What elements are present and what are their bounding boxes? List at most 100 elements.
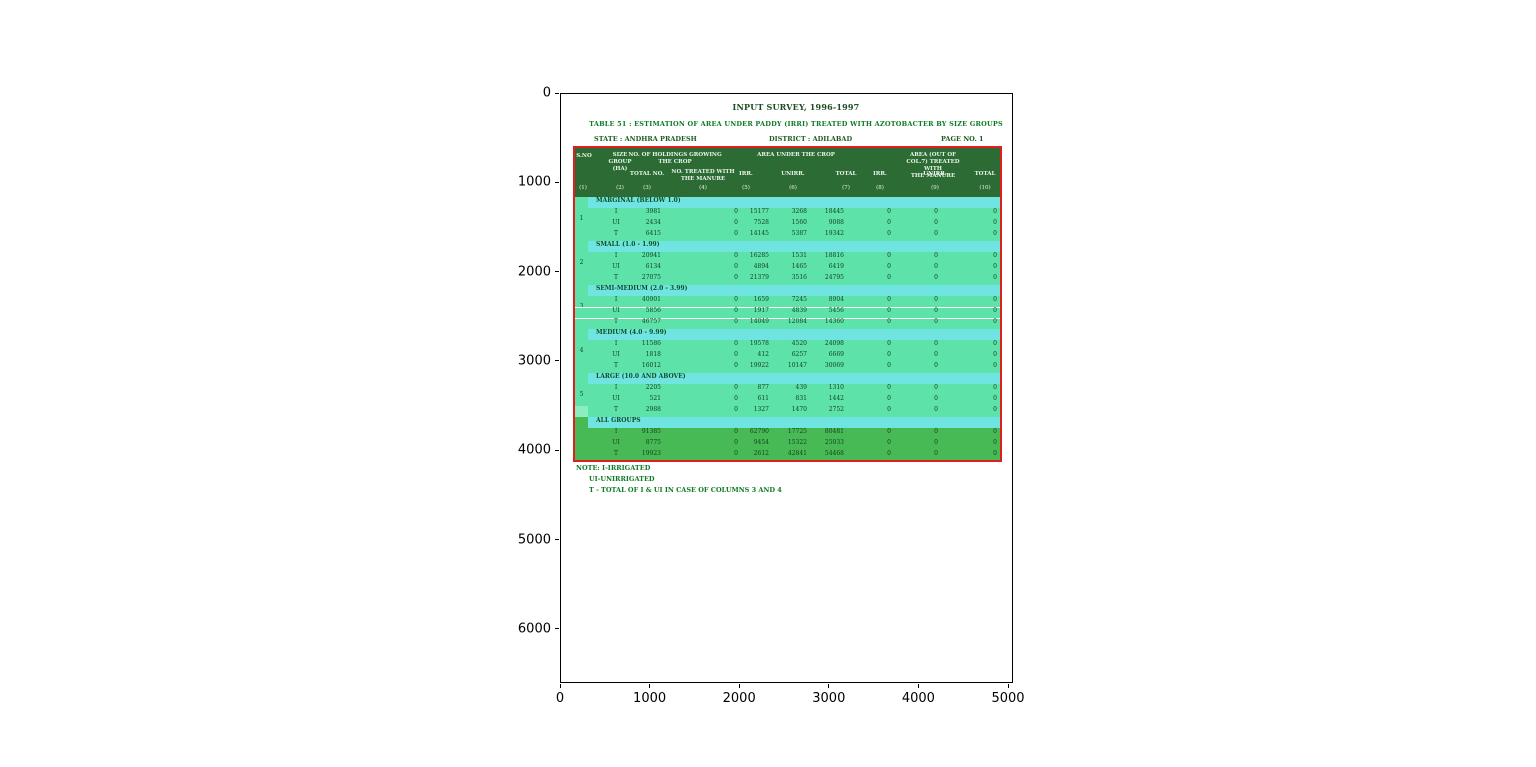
size-group-block: MEDIUM (4.0 - 9.99) 4 I 11586 0 19578 4520 2409… bbox=[575, 329, 1000, 373]
table-cell-value: 1659 bbox=[753, 296, 769, 303]
table-cell-value: 16012 bbox=[641, 362, 661, 369]
table-cell-value: 877 bbox=[757, 384, 769, 391]
x-tick-label: 1000 bbox=[633, 691, 667, 706]
table-cell-value: 5856 bbox=[645, 307, 661, 314]
row-irrigation-label: UI bbox=[612, 263, 620, 270]
table-cell-value: 42841 bbox=[787, 450, 807, 457]
x-tick-label: 3000 bbox=[812, 691, 846, 706]
row-irrigation-label: I bbox=[614, 340, 618, 347]
table-cell-value: 0 bbox=[993, 395, 997, 402]
x-tick-mark bbox=[1007, 684, 1009, 688]
table-row: UI 2434 0 7528 1560 9088 0 0 0 bbox=[575, 219, 1000, 230]
table-header: S.NO SIZE GROUP (HA) NO. OF HOLDINGS GROWI… bbox=[575, 148, 1000, 197]
table-cell-value: 1917 bbox=[753, 307, 769, 314]
table-cell-value: 19923 bbox=[641, 450, 661, 457]
table-cell-value: 0 bbox=[887, 208, 891, 215]
serial-number: 2 bbox=[579, 259, 584, 266]
table-cell-value: 0 bbox=[993, 450, 997, 457]
size-group-header-row: SEMI-MEDIUM (2.0 - 3.99) bbox=[588, 285, 1000, 296]
table-cell-value: 14360 bbox=[824, 318, 844, 325]
y-tick-label: 2000 bbox=[517, 264, 551, 280]
table-cell-value: 0 bbox=[993, 263, 997, 270]
y-tick-label: 3000 bbox=[517, 353, 551, 369]
table-header-cell: NO. TREATED WITH THE MANURE bbox=[671, 169, 735, 182]
table-cell-value: 4894 bbox=[753, 263, 769, 270]
table-cell-value: 0 bbox=[934, 263, 938, 270]
table-cell-value: 27075 bbox=[641, 274, 661, 281]
table-cell-value: 0 bbox=[993, 296, 997, 303]
table-cell-value: 1818 bbox=[645, 351, 661, 358]
table-cell-value: 0 bbox=[934, 307, 938, 314]
table-cell-value: 2434 bbox=[645, 219, 661, 226]
table-cell-value: 0 bbox=[887, 395, 891, 402]
table-cell-value: 18445 bbox=[824, 208, 844, 215]
y-tick-mark bbox=[555, 360, 559, 362]
table-cell-value: 0 bbox=[934, 252, 938, 259]
size-group-label: MARGINAL (BELOW 1.0) bbox=[596, 197, 681, 204]
serial-number: 3 bbox=[579, 303, 584, 310]
y-tick-label: 4000 bbox=[517, 442, 551, 458]
x-tick-label: 4000 bbox=[901, 691, 935, 706]
size-group-block: SMALL (1.0 - 1.99) 2 I 20941 0 16285 1531 18816… bbox=[575, 241, 1000, 285]
table-row: UI 5856 0 1917 4839 5456 0 0 0 bbox=[575, 307, 1000, 319]
table-header-cell: TOTAL bbox=[974, 171, 996, 177]
table-cell-value: 0 bbox=[734, 395, 738, 402]
table-cell-value: 0 bbox=[993, 351, 997, 358]
table-cell-value: 0 bbox=[887, 450, 891, 457]
table-cell-value: 54468 bbox=[824, 450, 844, 457]
size-group-header-row: MEDIUM (4.0 - 9.99) bbox=[588, 329, 1000, 340]
table-cell-value: 6419 bbox=[828, 263, 844, 270]
table-header-cell: TOTAL NO. bbox=[629, 171, 665, 177]
table-cell-value: 1465 bbox=[791, 263, 807, 270]
table-cell-value: 0 bbox=[887, 252, 891, 259]
column-number-label: (9) bbox=[931, 185, 939, 191]
table-cell-value: 0 bbox=[934, 351, 938, 358]
row-irrigation-label: UI bbox=[612, 219, 620, 226]
table-cell-value: 0 bbox=[934, 230, 938, 237]
x-tick-label: 0 bbox=[555, 691, 565, 706]
table-cell-value: 0 bbox=[993, 208, 997, 215]
size-group-header-row: LARGE (10.0 AND ABOVE) bbox=[588, 373, 1000, 384]
table-cell-value: 0 bbox=[734, 318, 738, 325]
table-cell-value: 2988 bbox=[645, 406, 661, 413]
table-row: T 19923 0 2612 42841 54468 0 0 0 bbox=[575, 450, 1000, 461]
table-cell-value: 24795 bbox=[824, 274, 844, 281]
table-cell-value: 0 bbox=[934, 274, 938, 281]
table-row: I 11586 0 19578 4520 24098 0 0 0 bbox=[575, 340, 1000, 351]
page-number-label: PAGE NO. 1 bbox=[941, 135, 984, 143]
table-cell-value: 6415 bbox=[645, 230, 661, 237]
table-cell-value: 0 bbox=[934, 340, 938, 347]
serial-number: 4 bbox=[579, 347, 584, 354]
x-tick-label: 2000 bbox=[722, 691, 756, 706]
table-row: I 40901 0 1659 7245 8904 0 0 0 bbox=[575, 296, 1000, 308]
survey-table: S.NO SIZE GROUP (HA) NO. OF HOLDINGS GROWI… bbox=[573, 146, 1002, 462]
scan-artifact bbox=[575, 406, 588, 417]
table-cell-value: 0 bbox=[734, 274, 738, 281]
table-cell-value: 412 bbox=[757, 351, 769, 358]
size-group-block: SEMI-MEDIUM (2.0 - 3.99) 3 I 40901 0 1659 7245… bbox=[575, 285, 1000, 329]
table-cell-value: 0 bbox=[887, 406, 891, 413]
y-tick-label: 0 bbox=[542, 85, 551, 101]
table-row: T 46757 0 14049 12084 14360 0 0 0 bbox=[575, 318, 1000, 329]
table-cell-value: 14049 bbox=[749, 318, 769, 325]
y-tick-mark bbox=[555, 92, 559, 94]
y-tick-mark bbox=[555, 628, 559, 630]
table-cell-value: 19342 bbox=[824, 230, 844, 237]
row-irrigation-label: T bbox=[613, 406, 618, 413]
table-cell-value: 20941 bbox=[641, 252, 661, 259]
table-cell-value: 1531 bbox=[791, 252, 807, 259]
table-cell-value: 4520 bbox=[791, 340, 807, 347]
table-cell-value: 11586 bbox=[641, 340, 661, 347]
row-irrigation-label: I bbox=[614, 208, 618, 215]
table-cell-value: 0 bbox=[993, 252, 997, 259]
table-cell-value: 17725 bbox=[787, 428, 807, 435]
table-header-cell: SIZE GROUP (HA) bbox=[608, 152, 632, 172]
row-irrigation-label: UI bbox=[612, 395, 620, 402]
table-cell-value: 7528 bbox=[753, 219, 769, 226]
table-cell-value: 1560 bbox=[791, 219, 807, 226]
table-cell-value: 0 bbox=[934, 439, 938, 446]
column-number-label: (7) bbox=[842, 185, 850, 191]
size-group-label: MEDIUM (4.0 - 9.99) bbox=[596, 329, 667, 336]
table-header-cell: UNIRR. bbox=[781, 171, 805, 177]
